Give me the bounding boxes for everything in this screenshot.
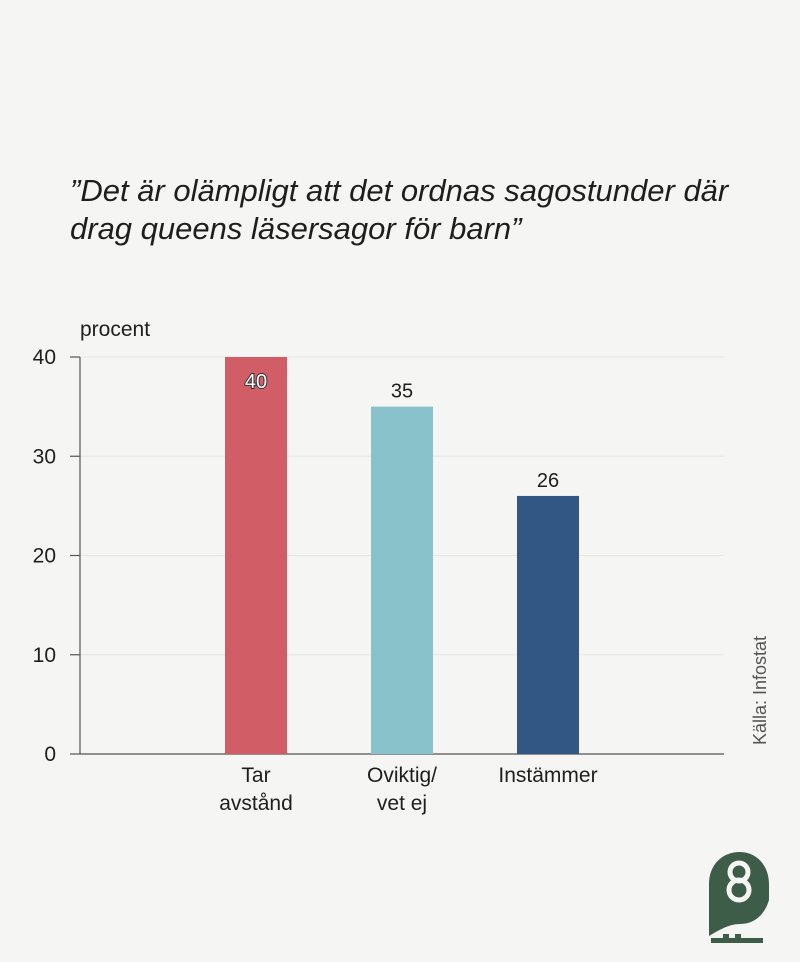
x-tick-label: Tar	[241, 764, 270, 787]
source-label: Källa: Infostat	[750, 635, 770, 745]
bar-2	[517, 495, 579, 754]
y-tick-label: 40	[33, 346, 56, 369]
data-label: 26	[537, 470, 559, 492]
x-tick-label: Oviktig/	[367, 764, 437, 787]
data-label: 40	[245, 371, 267, 393]
x-tick-label: vet ej	[377, 792, 427, 815]
chart-title: ”Det är olämpligt att det ordnas sagostu…	[70, 173, 729, 246]
x-tick-label: avstånd	[219, 792, 293, 815]
y-tick-label: 20	[33, 545, 56, 568]
y-tick-label: 0	[44, 743, 56, 766]
x-tick-label: Instämmer	[498, 764, 597, 787]
owl-logo-icon	[705, 850, 775, 950]
y-tick-label: 10	[33, 644, 56, 667]
bar-0	[225, 357, 287, 754]
y-tick-label: 30	[33, 445, 56, 468]
y-axis-label: procent	[80, 318, 151, 341]
bar-1	[371, 406, 433, 754]
labels: 0 10 20 30 40 40 Tar avstånd 35 Oviktig/vet ej 26 I…	[33, 346, 598, 815]
bars	[225, 357, 579, 754]
data-label: 35	[391, 381, 413, 403]
